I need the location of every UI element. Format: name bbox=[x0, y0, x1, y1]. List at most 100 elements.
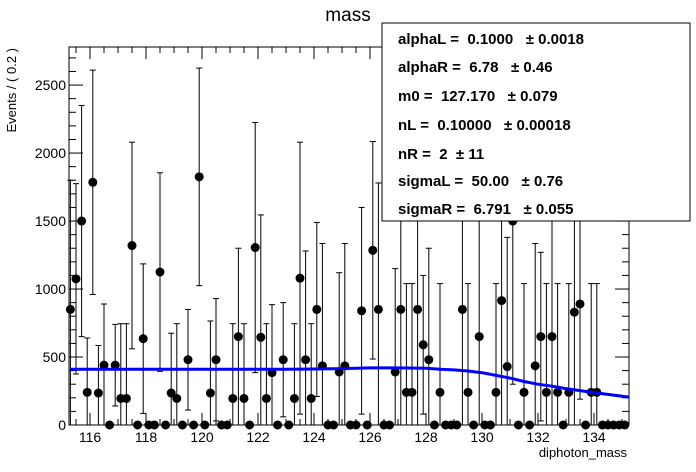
data-point bbox=[99, 303, 109, 425]
data-point bbox=[222, 420, 232, 430]
x-tick-label: 120 bbox=[190, 429, 214, 445]
data-point bbox=[133, 420, 143, 430]
data-marker bbox=[491, 387, 501, 397]
data-point bbox=[541, 283, 551, 425]
data-point bbox=[362, 420, 372, 430]
data-marker bbox=[569, 307, 579, 317]
data-point bbox=[474, 193, 484, 425]
data-point bbox=[385, 420, 395, 430]
stats-box: alphaL = 0.1000 ± 0.0018 alphaR = 6.78 ±… bbox=[381, 22, 691, 222]
data-point bbox=[289, 323, 299, 425]
data-marker bbox=[368, 245, 378, 255]
data-marker bbox=[536, 332, 546, 342]
data-marker bbox=[93, 388, 103, 398]
data-point bbox=[558, 420, 568, 430]
data-marker bbox=[211, 355, 221, 365]
data-point bbox=[513, 420, 523, 430]
data-marker bbox=[105, 420, 115, 430]
data-point bbox=[233, 247, 243, 425]
data-marker bbox=[396, 304, 406, 314]
data-point bbox=[435, 283, 445, 425]
data-marker bbox=[351, 420, 361, 430]
data-marker bbox=[418, 340, 428, 350]
data-marker bbox=[620, 420, 630, 430]
data-marker bbox=[390, 367, 400, 377]
data-marker bbox=[256, 332, 266, 342]
data-marker bbox=[250, 243, 260, 253]
data-marker bbox=[553, 387, 563, 397]
data-marker bbox=[161, 420, 171, 430]
data-point bbox=[485, 420, 495, 430]
data-point bbox=[424, 247, 434, 425]
data-point bbox=[116, 323, 126, 425]
data-marker bbox=[485, 420, 495, 430]
data-point bbox=[161, 420, 171, 430]
data-point bbox=[183, 308, 193, 411]
data-point bbox=[390, 268, 400, 425]
data-point bbox=[519, 283, 529, 425]
data-point bbox=[407, 283, 417, 425]
data-marker bbox=[525, 420, 535, 430]
data-point bbox=[351, 420, 361, 430]
y-tick-label: 1000 bbox=[35, 281, 66, 297]
data-marker bbox=[222, 420, 232, 430]
data-point bbox=[155, 172, 165, 372]
data-marker bbox=[463, 387, 473, 397]
data-marker bbox=[239, 393, 249, 403]
data-marker bbox=[177, 420, 187, 430]
data-marker bbox=[547, 332, 557, 342]
data-marker bbox=[121, 393, 131, 403]
data-marker bbox=[77, 216, 87, 226]
data-point bbox=[452, 420, 462, 430]
data-marker bbox=[497, 296, 507, 306]
data-marker bbox=[127, 241, 137, 251]
data-marker bbox=[385, 420, 395, 430]
data-point bbox=[340, 242, 350, 425]
data-point bbox=[469, 420, 479, 430]
data-marker bbox=[133, 420, 143, 430]
data-marker bbox=[329, 420, 339, 430]
stat-alphaL: alphaL = 0.1000 ± 0.0018 bbox=[398, 31, 584, 48]
y-axis-label: Events / ( 0.2 ) bbox=[4, 48, 19, 133]
x-tick-label: 132 bbox=[526, 429, 550, 445]
x-tick-label: 126 bbox=[358, 429, 382, 445]
data-marker bbox=[99, 360, 109, 370]
data-marker bbox=[301, 355, 311, 365]
data-marker bbox=[261, 393, 271, 403]
stat-nR: nR = 2 ± 11 bbox=[398, 146, 484, 163]
data-point bbox=[429, 420, 439, 430]
x-tick-label: 130 bbox=[470, 429, 494, 445]
data-point bbox=[334, 272, 344, 425]
data-point bbox=[93, 344, 103, 425]
data-point bbox=[239, 323, 249, 425]
data-marker bbox=[413, 304, 423, 314]
data-point bbox=[194, 67, 204, 287]
data-marker bbox=[513, 420, 523, 430]
data-marker bbox=[530, 361, 540, 371]
data-point bbox=[373, 182, 383, 425]
data-marker bbox=[65, 304, 75, 314]
x-axis-label: diphoton_mass bbox=[539, 445, 628, 460]
stat-nL: nL = 0.10000 ± 0.00018 bbox=[398, 117, 571, 134]
data-point bbox=[536, 251, 546, 422]
stat-sigmaL: sigmaL = 50.00 ± 0.76 bbox=[398, 173, 563, 190]
data-marker bbox=[88, 177, 98, 187]
data-marker bbox=[457, 304, 467, 314]
data-point bbox=[284, 420, 294, 430]
stat-m0: m0 = 127.170 ± 0.079 bbox=[398, 88, 558, 105]
data-marker bbox=[407, 387, 417, 397]
data-marker bbox=[155, 267, 165, 277]
data-point bbox=[525, 420, 535, 430]
data-point bbox=[82, 337, 92, 425]
data-point bbox=[547, 206, 557, 425]
data-marker bbox=[273, 420, 283, 430]
data-marker bbox=[183, 355, 193, 365]
data-point bbox=[317, 242, 327, 425]
data-marker bbox=[581, 420, 591, 430]
data-point bbox=[189, 420, 199, 430]
data-marker bbox=[278, 355, 288, 365]
data-point bbox=[211, 298, 221, 422]
x-tick-label: 122 bbox=[246, 429, 270, 445]
data-marker bbox=[362, 420, 372, 430]
y-tick-label: 1500 bbox=[35, 213, 66, 229]
